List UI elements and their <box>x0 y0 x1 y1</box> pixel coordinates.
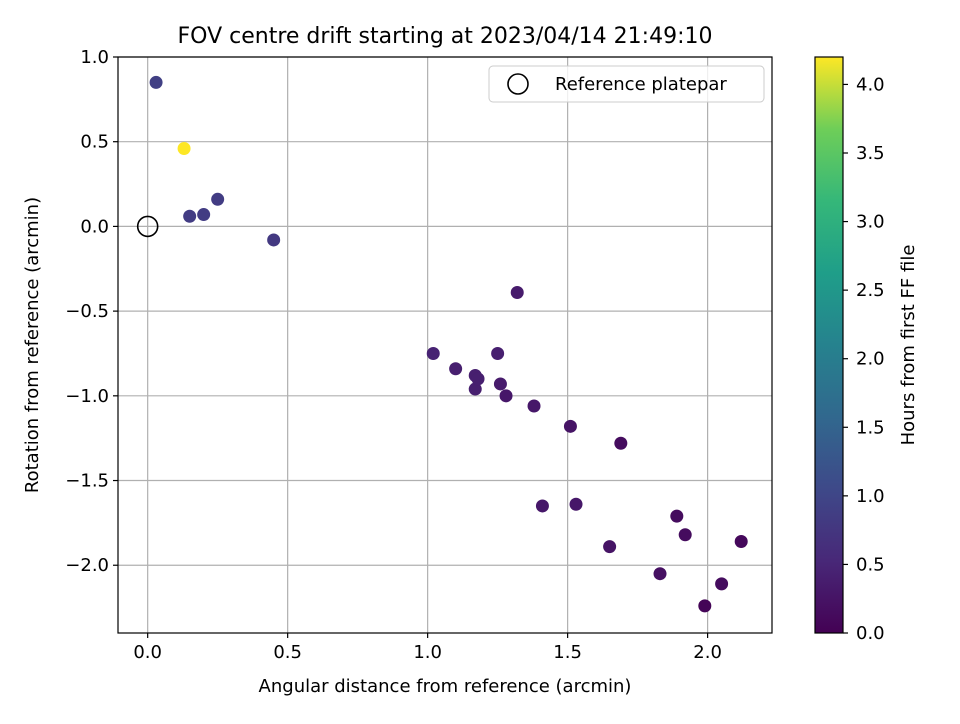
data-point <box>678 528 692 542</box>
legend-box <box>488 65 765 103</box>
data-point <box>653 567 667 581</box>
plot-frame <box>117 56 773 634</box>
grid-lines <box>118 56 772 633</box>
colorbar-frame <box>814 56 844 634</box>
data-point <box>563 419 577 433</box>
data-point <box>569 497 583 511</box>
colorbar-tick-label: 2.5 <box>856 280 885 301</box>
data-point <box>510 285 524 299</box>
colorbar: 0.0 0.5 1.0 1.5 2.0 2.5 3.0 3.5 4.0 Hours from f… <box>814 56 919 644</box>
colorbar-tick-label: 1.5 <box>856 417 885 438</box>
colorbar-tick-label: 0.0 <box>856 623 885 644</box>
colorbar-tick-label: 3.0 <box>856 212 885 233</box>
y-axis-label: Rotation from reference (arcmin) <box>22 197 43 493</box>
data-point <box>197 208 211 222</box>
reference-point <box>136 215 159 238</box>
y-tick-label: −2.0 <box>65 555 109 576</box>
data-point <box>449 362 463 376</box>
y-tick-label: −1.5 <box>65 471 109 492</box>
data-point <box>670 509 684 523</box>
y-tick-label: 1.0 <box>80 47 109 68</box>
data-point <box>614 436 628 450</box>
data-point <box>734 535 748 549</box>
data-point <box>468 382 482 396</box>
y-tick-label: −1.0 <box>65 386 109 407</box>
y-axis-ticks: 1.0 0.5 0.0 −0.5 −1.0 −1.5 −2.0 <box>65 47 118 576</box>
colorbar-tick-label: 0.5 <box>856 554 885 575</box>
data-point <box>535 499 549 513</box>
x-tick-label: 1.5 <box>553 642 582 663</box>
data-point <box>426 346 440 360</box>
data-point <box>211 192 225 206</box>
data-point <box>267 233 281 247</box>
data-point <box>527 399 541 413</box>
y-tick-label: 0.5 <box>80 132 109 153</box>
colorbar-gradient <box>815 57 843 633</box>
data-points <box>136 75 748 613</box>
data-point <box>493 377 507 391</box>
data-point <box>698 599 712 613</box>
data-point <box>715 577 729 591</box>
x-tick-label: 0.5 <box>273 642 302 663</box>
colorbar-tick-label: 4.0 <box>856 74 885 95</box>
x-axis-label: Angular distance from reference (arcmin) <box>259 676 632 697</box>
y-tick-label: −0.5 <box>65 301 109 322</box>
legend: Reference platepar <box>488 65 765 103</box>
data-point <box>471 372 485 386</box>
data-point <box>499 389 513 403</box>
data-point <box>491 346 505 360</box>
data-point <box>183 209 197 223</box>
colorbar-label: Hours from first FF file <box>898 245 919 446</box>
data-point <box>177 141 191 155</box>
colorbar-tick-label: 1.0 <box>856 486 885 507</box>
data-point <box>149 75 163 89</box>
y-tick-label: 0.0 <box>80 216 109 237</box>
x-tick-label: 2.0 <box>693 642 722 663</box>
legend-label-reference: Reference platepar <box>555 74 727 95</box>
colorbar-tick-label: 3.5 <box>856 143 885 164</box>
x-tick-label: 0.0 <box>133 642 162 663</box>
x-axis-ticks: 0.0 0.5 1.0 1.5 2.0 <box>133 633 722 663</box>
x-tick-label: 1.0 <box>413 642 442 663</box>
legend-marker-reference <box>507 73 529 95</box>
chart-title: FOV centre drift starting at 2023/04/14 … <box>178 24 713 49</box>
colorbar-tick-label: 2.0 <box>856 349 885 370</box>
data-point <box>603 540 617 554</box>
colorbar-ticks: 0.0 0.5 1.0 1.5 2.0 2.5 3.0 3.5 4.0 <box>843 74 885 644</box>
